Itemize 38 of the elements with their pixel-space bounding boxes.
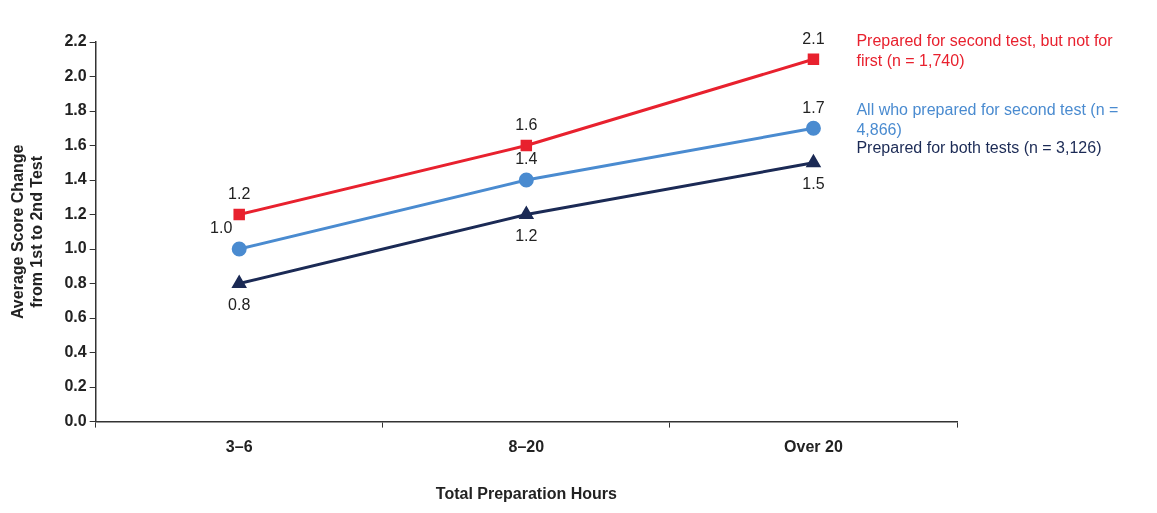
data-label: 1.0 <box>210 219 233 237</box>
data-label: 1.6 <box>515 115 538 133</box>
point <box>807 53 820 65</box>
y-tick-label: 2.2 <box>64 32 87 50</box>
text: Prepared for both tests (n = 3,126) <box>856 139 1102 157</box>
data-label: 1.4 <box>515 150 538 168</box>
y-tick-label: 1.4 <box>64 170 87 188</box>
point <box>806 155 821 168</box>
y-tick-label: 0.8 <box>64 273 87 291</box>
y-tick-label: 1.6 <box>64 135 87 153</box>
text: Prepared for second test, but not for first (n = 1,740) <box>856 31 1114 69</box>
x-tick-label: Over 20 <box>784 437 843 455</box>
y-tick-label: 1.0 <box>64 239 87 257</box>
point <box>233 208 245 221</box>
y-tick-label: 2.0 <box>64 66 87 84</box>
point <box>231 241 247 257</box>
data-label: 1.2 <box>515 226 538 244</box>
y-tick-label: 0.2 <box>64 377 87 395</box>
data-label: 1.7 <box>802 98 825 116</box>
y-tick-label: 1.8 <box>64 101 87 119</box>
point <box>805 120 821 136</box>
data-label: 0.8 <box>228 295 251 313</box>
point <box>232 276 246 289</box>
y-axis-title: Average Score Change from 1st to 2nd Test <box>9 144 46 320</box>
x-tick-label: 3–6 <box>225 437 253 455</box>
y-tick-label: 0.0 <box>64 412 87 430</box>
data-label: 2.1 <box>802 29 825 47</box>
y-tick-label: 1.2 <box>64 204 87 222</box>
data-label: 1.5 <box>802 175 825 193</box>
y-tick-label: 0.6 <box>64 308 87 326</box>
data-label: 1.2 <box>228 184 251 202</box>
point <box>520 139 533 152</box>
x-tick-label: 8–20 <box>508 437 545 455</box>
text: All who prepared for second test (n = 4,866) <box>856 100 1119 138</box>
point <box>519 207 534 220</box>
y-tick-label: 0.4 <box>64 342 87 360</box>
point <box>518 172 534 188</box>
x-axis-title: Total Preparation Hours <box>435 484 617 502</box>
